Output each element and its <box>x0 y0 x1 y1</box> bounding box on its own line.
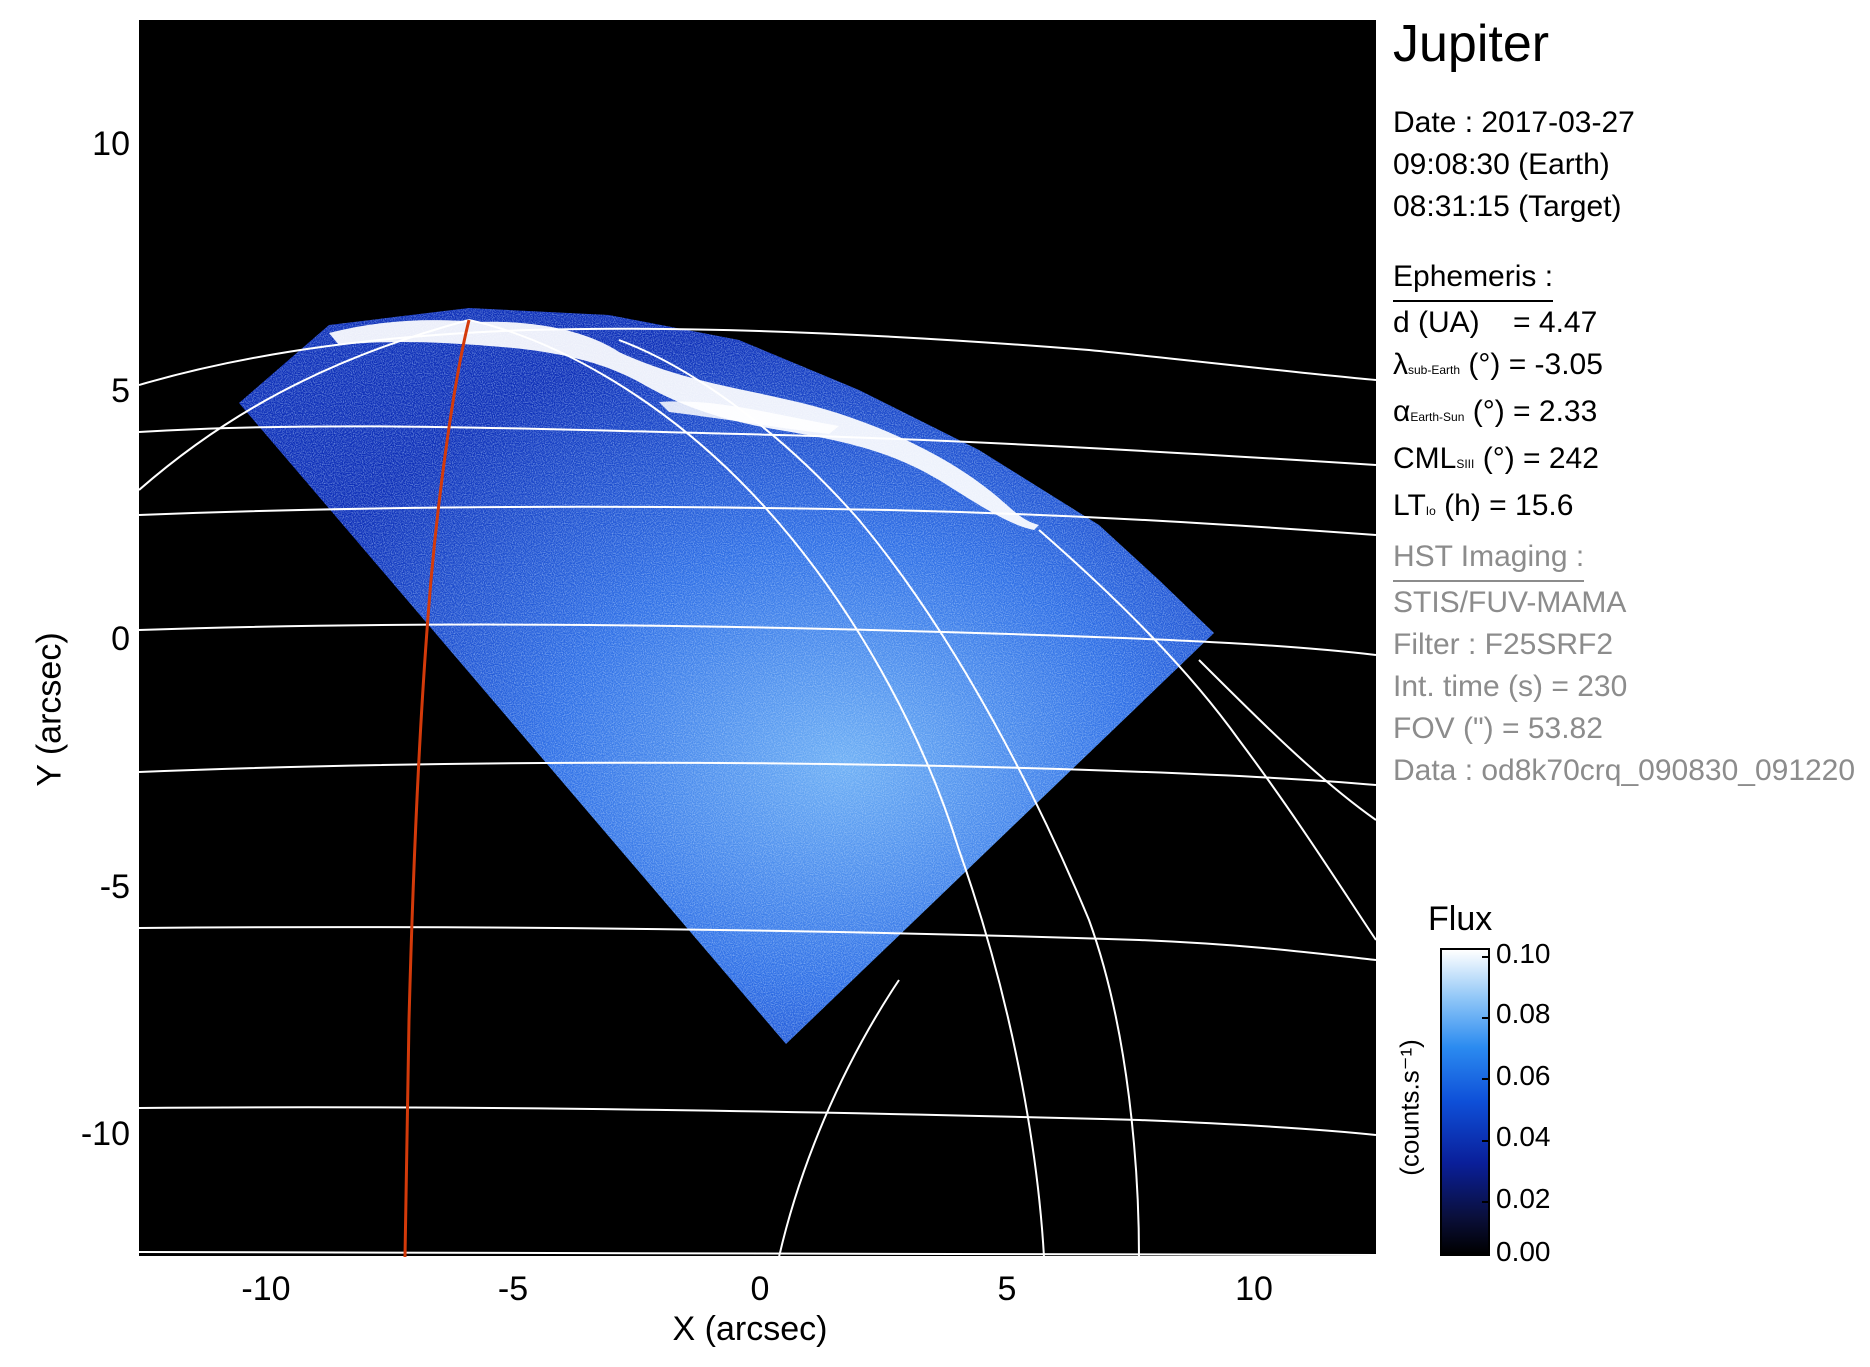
colorbar-tickmark <box>1482 1017 1490 1019</box>
colorbar-tickmark <box>1482 1140 1490 1142</box>
colorbar-tickmark <box>1482 1078 1490 1080</box>
filter: Filter : F25SRF2 <box>1393 628 1614 661</box>
ephem-sub-earth-lat: λsub-Earth (°) = -3.05 <box>1393 348 1603 381</box>
y-tick: 0 <box>111 620 130 658</box>
earth-time: 09:08:30 (Earth) <box>1393 148 1610 181</box>
x-tick: 5 <box>997 1270 1017 1308</box>
instrument: STIS/FUV-MAMA <box>1393 586 1627 619</box>
observation-times: Date : 2017-03-27 09:08:30 (Earth) 08:31… <box>1393 102 1635 228</box>
colorbar-tick: 0.08 <box>1496 998 1551 1029</box>
ephem-phase-angle: αEarth-Sun (°) = 2.33 <box>1393 395 1598 428</box>
x-tick: 10 <box>1235 1270 1273 1308</box>
target-time: 08:31:15 (Target) <box>1393 190 1622 223</box>
y-tick: -10 <box>80 1115 130 1153</box>
colorbar-tick: 0.02 <box>1496 1183 1551 1214</box>
jupiter-uv-image <box>139 20 1376 1257</box>
x-tick: -5 <box>497 1270 529 1308</box>
y-tick: 5 <box>111 372 130 410</box>
integration-time: Int. time (s) = 230 <box>1393 670 1628 703</box>
colorbar-tickmark <box>1482 956 1490 958</box>
colorbar-tick: 0.10 <box>1496 938 1551 969</box>
date-line: Date : 2017-03-27 <box>1393 106 1635 139</box>
ephem-cml: CMLSIII (°) = 242 <box>1393 442 1599 475</box>
colorbar-units: (counts.s⁻¹) <box>1394 1039 1425 1176</box>
y-tick: 10 <box>92 125 130 163</box>
colorbar-tick: 0.00 <box>1496 1236 1551 1267</box>
ephemeris-header: Ephemeris : <box>1393 256 1554 302</box>
image-svg <box>139 308 1376 1257</box>
colorbar <box>1440 948 1490 1256</box>
target-title: Jupiter <box>1393 15 1550 73</box>
hst-header: HST Imaging : <box>1393 536 1585 582</box>
x-axis-label: X (arcsec) <box>672 1310 828 1348</box>
data-file: Data : od8k70crq_090830_091220 <box>1393 754 1856 787</box>
colorbar-title: Flux <box>1428 900 1493 938</box>
colorbar-tick: 0.06 <box>1496 1060 1551 1091</box>
ephem-local-time: LTIo (h) = 15.6 <box>1393 489 1574 522</box>
ephem-distance: d (UA) = 4.47 <box>1393 306 1598 339</box>
y-tick: -5 <box>99 868 130 906</box>
y-axis-label: Y (arcsec) <box>30 632 69 787</box>
ephemeris-block: Ephemeris : d (UA) = 4.47 λsub-Earth (°)… <box>1393 256 1603 532</box>
hst-block: HST Imaging : STIS/FUV-MAMA Filter : F25… <box>1393 536 1855 792</box>
io-footprint-line <box>403 319 471 1257</box>
colorbar-tick: 0.04 <box>1496 1121 1551 1152</box>
colorbar-tickmark <box>1482 1201 1490 1203</box>
field-of-view: FOV (") = 53.82 <box>1393 712 1603 745</box>
x-tick: 0 <box>750 1270 770 1308</box>
x-tick: -10 <box>241 1270 291 1308</box>
